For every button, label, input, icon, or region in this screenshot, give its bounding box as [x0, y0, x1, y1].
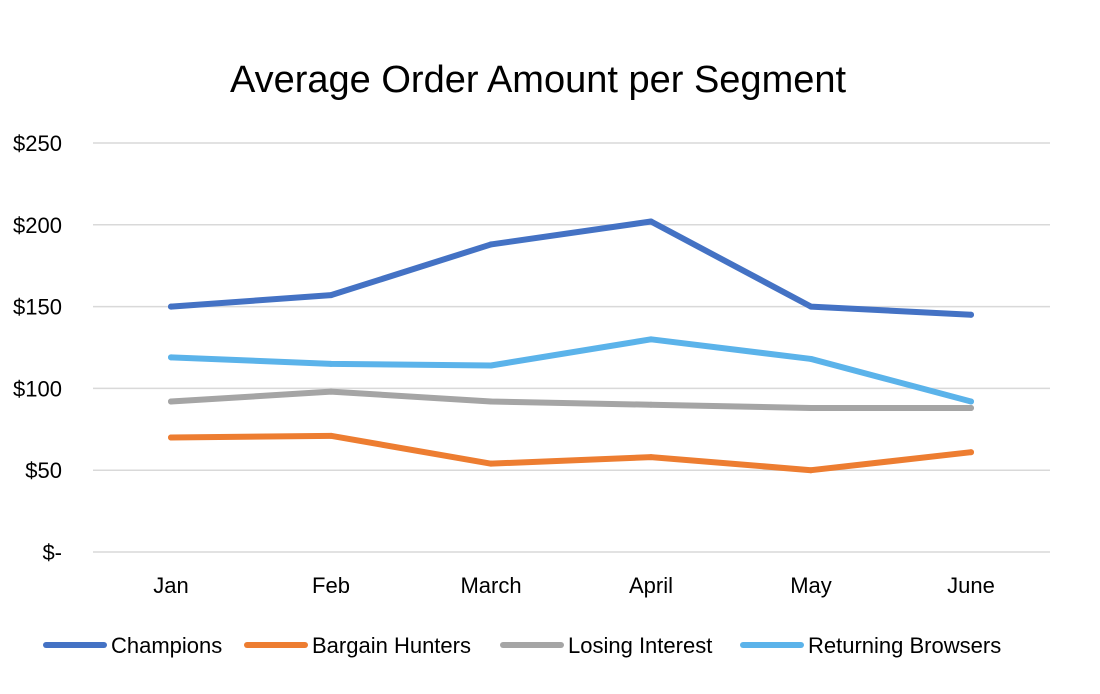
x-tick-label: June: [947, 573, 995, 598]
x-tick-label: May: [790, 573, 832, 598]
data-point: [648, 454, 654, 461]
legend-label: Returning Browsers: [808, 633, 1001, 658]
data-point: [808, 355, 814, 362]
data-point: [968, 311, 974, 318]
y-tick-label: $50: [25, 458, 62, 483]
data-point: [328, 432, 334, 439]
data-point: [808, 467, 814, 474]
series-line-champions: [168, 218, 974, 318]
y-tick-label: $-: [42, 540, 62, 565]
y-tick-label: $200: [13, 213, 62, 238]
data-point: [488, 460, 494, 467]
data-point: [648, 401, 654, 408]
y-tick-label: $100: [13, 376, 62, 401]
data-point: [648, 336, 654, 343]
x-tick-label: Jan: [153, 573, 188, 598]
chart-title: Average Order Amount per Segment: [230, 59, 847, 101]
series-line-bargain-hunters: [168, 432, 974, 474]
legend-label: Champions: [111, 633, 222, 658]
series-lines: [168, 218, 974, 474]
data-point: [328, 292, 334, 299]
x-tick-label: April: [629, 573, 673, 598]
data-point: [968, 398, 974, 405]
data-point: [168, 303, 174, 310]
y-tick-label: $250: [13, 131, 62, 156]
data-point: [808, 405, 814, 412]
legend-label: Bargain Hunters: [312, 633, 471, 658]
x-tick-label: Feb: [312, 573, 350, 598]
data-point: [488, 362, 494, 369]
x-tick-label: March: [460, 573, 521, 598]
series-line-returning-browsers: [168, 336, 974, 405]
x-axis-tick-labels: Jan Feb March April May June: [153, 573, 995, 598]
data-point: [968, 405, 974, 412]
data-point: [488, 241, 494, 248]
data-point: [328, 360, 334, 367]
y-axis-tick-labels: $- $50 $100 $150 $200 $250: [13, 131, 62, 565]
data-point: [168, 398, 174, 405]
data-point: [968, 449, 974, 456]
data-point: [168, 354, 174, 361]
data-point: [168, 434, 174, 441]
gridlines: [93, 142, 1050, 553]
data-point: [648, 218, 654, 225]
data-point: [488, 398, 494, 405]
data-point: [328, 388, 334, 395]
series-line-losing-interest: [168, 388, 974, 412]
legend-label: Losing Interest: [568, 633, 712, 658]
y-tick-label: $150: [13, 295, 62, 320]
data-point: [808, 303, 814, 310]
legend: Champions Bargain Hunters Losing Interest R…: [43, 633, 1001, 658]
